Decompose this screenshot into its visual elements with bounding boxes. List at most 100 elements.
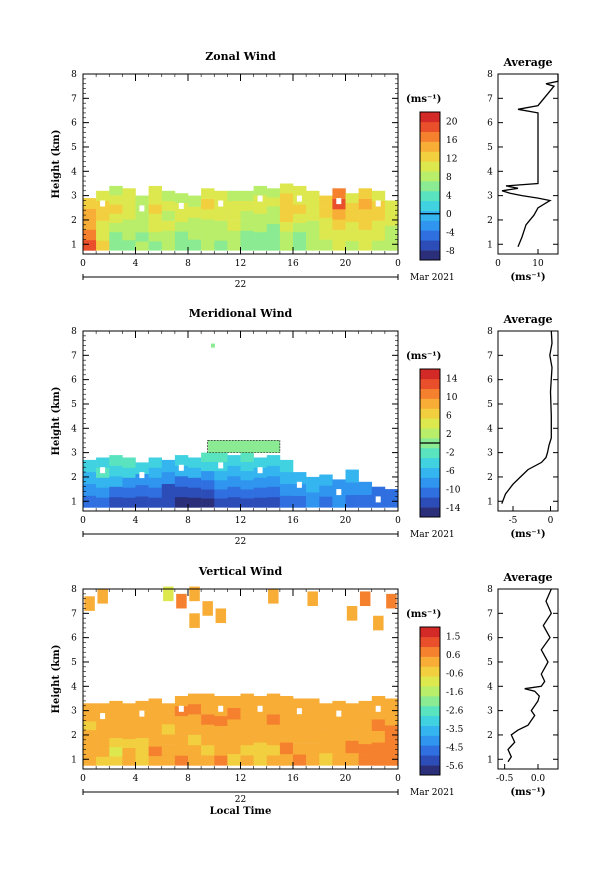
heatmap-cell bbox=[96, 747, 110, 757]
heatmap-cell bbox=[332, 209, 346, 220]
heatmap-cell bbox=[201, 498, 215, 508]
heatmap-cell bbox=[253, 213, 267, 223]
colorbar-segment bbox=[420, 676, 440, 687]
heatmap-cell bbox=[227, 496, 241, 508]
heatmap-cell bbox=[240, 240, 254, 251]
heatmap-cells bbox=[83, 586, 399, 766]
heatmap-cell bbox=[174, 231, 189, 242]
colorbar-segment bbox=[420, 627, 440, 638]
y-tick-label: 8 bbox=[71, 585, 77, 595]
y-tick-label: 3 bbox=[71, 449, 77, 459]
heatmap-cell bbox=[266, 734, 281, 746]
heatmap-cell bbox=[96, 240, 110, 251]
heatmap-cell bbox=[96, 703, 110, 713]
heatmap-cell bbox=[214, 230, 228, 241]
heatmap-cell bbox=[135, 719, 149, 729]
x-tick-label: 0 bbox=[395, 774, 401, 784]
heatmap-cell bbox=[306, 492, 320, 508]
heatmap-cell bbox=[214, 498, 228, 508]
heatmap-cell bbox=[96, 497, 110, 508]
heatmap-cell bbox=[306, 210, 320, 221]
colorbar-tick-label: -1.6 bbox=[446, 688, 464, 698]
y-tick-label: 5 bbox=[71, 143, 77, 153]
heatmap-cell bbox=[227, 730, 241, 743]
colorbar-unit: (ms⁻¹) bbox=[406, 94, 441, 105]
heatmap-cell bbox=[358, 743, 372, 755]
upper-cell bbox=[373, 615, 384, 631]
heatmap-cell bbox=[148, 241, 162, 251]
heatmap-cell bbox=[345, 752, 359, 766]
colorbar-segment bbox=[420, 745, 440, 756]
heatmap-cell bbox=[122, 198, 136, 210]
heatmap-cell bbox=[293, 743, 307, 755]
heatmap-cell bbox=[174, 465, 189, 477]
avg-y-tick-label: 5 bbox=[487, 143, 493, 153]
colorbar-segment bbox=[420, 210, 440, 221]
heatmap-cell bbox=[96, 220, 110, 231]
heatmap-cell bbox=[201, 714, 215, 725]
heatmap-cell bbox=[135, 484, 149, 497]
heatmap-cell bbox=[332, 722, 346, 734]
avg-y-tick-label: 8 bbox=[487, 327, 493, 337]
heatmap-cell bbox=[306, 230, 320, 241]
heatmap-cell bbox=[371, 719, 386, 731]
heatmap-cell bbox=[345, 202, 359, 213]
heatmap-cell bbox=[266, 693, 281, 705]
avg-x-tick-label: 0.0 bbox=[531, 774, 546, 784]
heatmap-cell bbox=[96, 738, 110, 748]
x-tick-label: 20 bbox=[340, 774, 352, 784]
colorbar-segment bbox=[420, 735, 440, 746]
colorbar-segment bbox=[420, 388, 440, 399]
heatmap-cell bbox=[227, 753, 241, 766]
heatmap-cell bbox=[148, 487, 162, 498]
colorbar-segment bbox=[420, 112, 440, 123]
heatmap-cell bbox=[332, 743, 346, 755]
colorbar-tick-label: -2.6 bbox=[446, 706, 464, 716]
heatmap-cell bbox=[135, 195, 149, 205]
heatmap-cell bbox=[135, 473, 149, 486]
data-gap bbox=[296, 195, 302, 202]
x-tick-label: 0 bbox=[395, 259, 401, 269]
heatmap-cell bbox=[148, 755, 162, 766]
colorbar-tick-label: 0 bbox=[446, 210, 452, 220]
heatmap-cell bbox=[319, 740, 333, 754]
heatmap-cell bbox=[253, 497, 267, 508]
heatmap-cell bbox=[266, 188, 281, 198]
upper-cell bbox=[307, 591, 318, 607]
heatmap-cell bbox=[384, 213, 399, 226]
heatmap-cell bbox=[345, 240, 359, 251]
heatmap-cell bbox=[174, 193, 189, 203]
x-tick-label: 0 bbox=[80, 774, 86, 784]
heatmap-cell bbox=[83, 208, 97, 220]
x-tick-label: 12 bbox=[235, 774, 246, 784]
colorbar-segment bbox=[420, 151, 440, 162]
heatmap-cell bbox=[227, 240, 241, 251]
heatmap-cell bbox=[266, 476, 281, 487]
heatmap-cell bbox=[332, 493, 346, 508]
heatmap-cell bbox=[345, 221, 359, 232]
heatmap-cell bbox=[201, 703, 215, 715]
heatmap-cell bbox=[83, 738, 97, 748]
heatmap-cell bbox=[306, 698, 320, 710]
heatmap-cell bbox=[214, 220, 228, 231]
heatmap-cell bbox=[109, 719, 123, 729]
y-tick-label: 4 bbox=[71, 424, 77, 434]
heatmap-cell bbox=[306, 754, 320, 766]
colorbar: -8 -4 0 4 8 12 16 20 bbox=[419, 111, 458, 261]
heatmap-cell bbox=[148, 213, 162, 223]
heatmap-cell bbox=[332, 229, 346, 241]
heatmap-cell bbox=[319, 228, 333, 240]
heatmap-cell bbox=[279, 212, 294, 222]
colorbar-segment bbox=[420, 487, 440, 498]
heatmap-cell bbox=[279, 231, 294, 242]
heatmap-cell bbox=[384, 698, 399, 713]
heatmap-cell bbox=[122, 467, 136, 478]
heatmap-cell bbox=[240, 480, 254, 490]
x-axis-label: Local Time bbox=[210, 806, 272, 817]
heatmap-cell bbox=[306, 190, 320, 201]
heatmap-cell bbox=[161, 471, 176, 484]
heatmap-cell bbox=[174, 240, 189, 251]
heatmap-cell bbox=[161, 220, 176, 231]
colorbar-segment bbox=[420, 686, 440, 697]
